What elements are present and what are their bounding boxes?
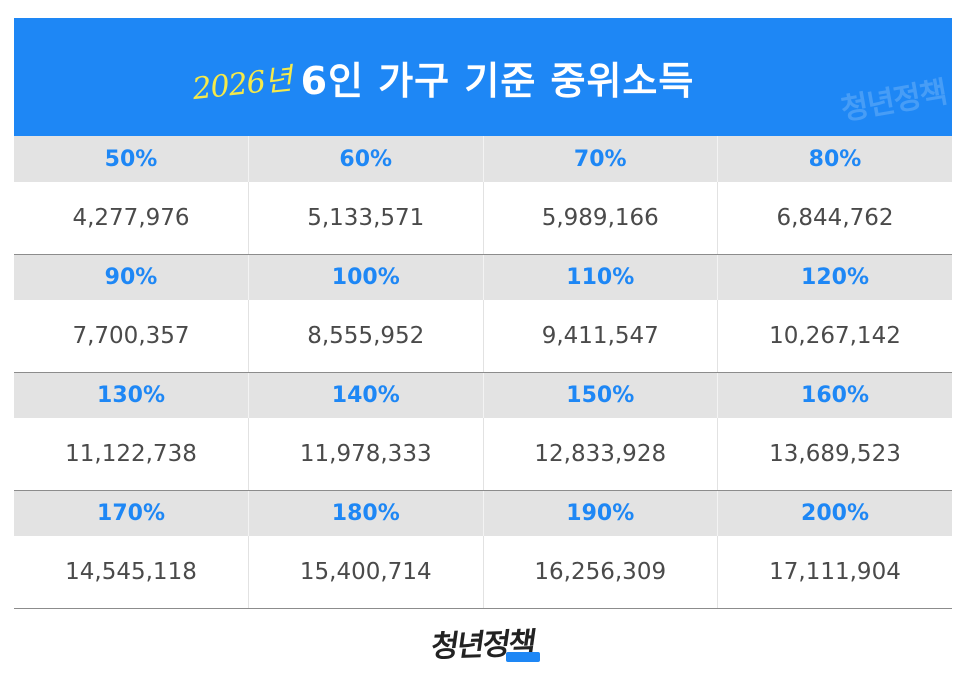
- income-amount: 9,411,547: [482, 300, 718, 373]
- watermark-logo: 청년정책: [837, 74, 949, 128]
- page-title: 2026년 6인 가구 기준 중위소득: [190, 50, 695, 107]
- income-amount: 12,833,928: [482, 418, 718, 491]
- income-amount: 5,989,166: [482, 182, 718, 255]
- income-amount: 11,122,738: [14, 418, 249, 491]
- percent-label: 110%: [482, 254, 718, 300]
- percent-label: 170%: [14, 490, 249, 536]
- income-amount: 17,111,904: [717, 536, 952, 609]
- amount-row: 14,545,118 15,400,714 16,256,309 17,111,904: [14, 536, 952, 609]
- percent-label: 180%: [248, 490, 483, 536]
- percent-label: 70%: [482, 136, 718, 182]
- percent-label: 150%: [482, 372, 718, 418]
- income-table: 50% 60% 70% 80% 4,277,976 5,133,571 5,989,166 6…: [14, 136, 952, 609]
- title-banner: 2026년 6인 가구 기준 중위소득 청년정책: [14, 18, 952, 136]
- brand-logo: 청년정책: [429, 620, 541, 665]
- percent-label: 120%: [717, 254, 952, 300]
- income-amount: 6,844,762: [717, 182, 952, 255]
- percent-label: 160%: [717, 372, 952, 418]
- income-amount: 13,689,523: [717, 418, 952, 491]
- title-year: 2026년: [190, 61, 293, 107]
- income-amount: 4,277,976: [14, 182, 249, 255]
- income-amount: 14,545,118: [14, 536, 249, 609]
- percent-label: 90%: [14, 254, 249, 300]
- title-heading: 6인 가구 기준 중위소득: [300, 58, 695, 103]
- percent-header-row: 130% 140% 150% 160%: [14, 372, 952, 418]
- income-amount: 7,700,357: [14, 300, 249, 373]
- amount-row: 11,122,738 11,978,333 12,833,928 13,689,523: [14, 418, 952, 491]
- income-card: 2026년 6인 가구 기준 중위소득 청년정책 50% 60% 70% 80% 4,2…: [14, 18, 952, 609]
- percent-header-row: 170% 180% 190% 200%: [14, 490, 952, 536]
- percent-label: 80%: [717, 136, 952, 182]
- amount-row: 7,700,357 8,555,952 9,411,547 10,267,142: [14, 300, 952, 373]
- logo-badge: [506, 652, 541, 662]
- income-amount: 15,400,714: [248, 536, 483, 609]
- income-amount: 8,555,952: [248, 300, 483, 373]
- percent-label: 190%: [482, 490, 718, 536]
- percent-label: 50%: [14, 136, 249, 182]
- income-amount: 11,978,333: [248, 418, 483, 491]
- percent-label: 130%: [14, 372, 249, 418]
- footer-logo: 청년정책: [0, 620, 966, 665]
- percent-header-row: 90% 100% 110% 120%: [14, 254, 952, 300]
- percent-label: 140%: [248, 372, 483, 418]
- amount-row: 4,277,976 5,133,571 5,989,166 6,844,762: [14, 182, 952, 255]
- percent-header-row: 50% 60% 70% 80%: [14, 136, 952, 182]
- percent-label: 200%: [717, 490, 952, 536]
- income-amount: 5,133,571: [248, 182, 483, 255]
- percent-label: 100%: [248, 254, 483, 300]
- income-amount: 10,267,142: [717, 300, 952, 373]
- percent-label: 60%: [248, 136, 483, 182]
- income-amount: 16,256,309: [482, 536, 718, 609]
